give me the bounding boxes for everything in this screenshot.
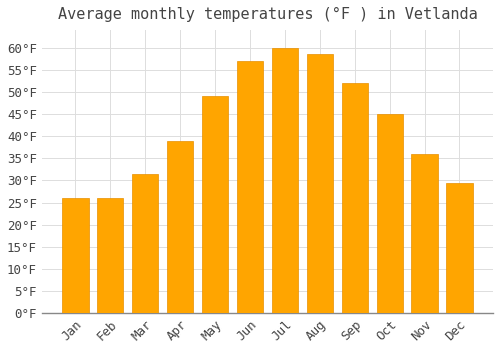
Bar xyxy=(342,83,368,313)
Bar xyxy=(446,183,472,313)
Title: Average monthly temperatures (°F ) in Vetlanda: Average monthly temperatures (°F ) in Ve… xyxy=(58,7,478,22)
Bar xyxy=(272,48,298,313)
Bar xyxy=(62,198,88,313)
Bar xyxy=(237,61,263,313)
Bar xyxy=(412,154,438,313)
Bar xyxy=(376,114,402,313)
Bar xyxy=(202,96,228,313)
Bar xyxy=(97,198,124,313)
Bar xyxy=(132,174,158,313)
Bar xyxy=(167,141,193,313)
Bar xyxy=(306,54,333,313)
